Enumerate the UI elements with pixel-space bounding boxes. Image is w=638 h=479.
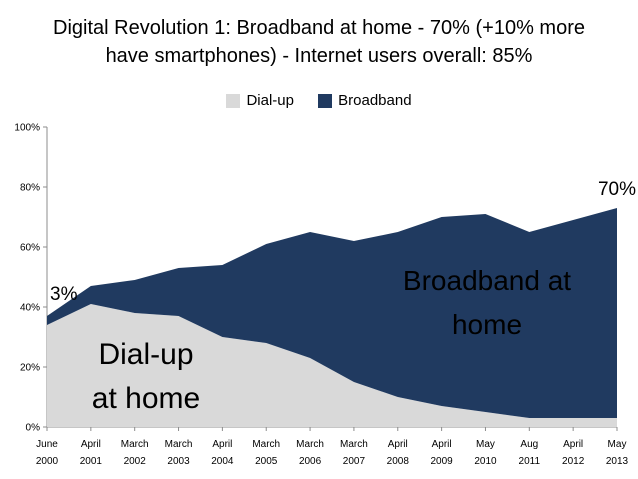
x-tick-label-month: May (476, 439, 495, 450)
series-area-dialup (47, 304, 617, 427)
y-tick-label: 20% (20, 363, 40, 374)
legend-swatch-broadband (318, 93, 333, 108)
x-tick-label-year: 2001 (80, 456, 103, 467)
chart-title: Digital Revolution 1: Broadband at home … (0, 14, 638, 70)
x-tick-label-month: March (296, 439, 324, 450)
annotation-end-broadband: 70% (598, 179, 636, 200)
legend-label-dialup: Dial-up (246, 92, 294, 109)
x-tick-label-year: 2009 (430, 456, 453, 467)
x-tick-label-month: April (563, 439, 583, 450)
x-tick-label-month: April (432, 439, 452, 450)
y-tick-label: 80% (20, 183, 40, 194)
legend-swatch-dialup (226, 93, 241, 108)
x-tick-label-year: 2008 (387, 456, 410, 467)
x-tick-label-month: May (608, 439, 627, 450)
y-tick-label: 60% (20, 243, 40, 254)
x-tick-label-month: June (36, 439, 58, 450)
y-tick-label: 40% (20, 303, 40, 314)
chart-legend: Dial-up Broadband (0, 92, 638, 112)
x-tick-label-month: Aug (520, 439, 538, 450)
x-tick-label-year: 2004 (211, 456, 234, 467)
y-tick-label: 0% (26, 423, 41, 434)
legend-item-broadband: Broadband (318, 92, 412, 109)
x-tick-label-month: March (121, 439, 149, 450)
x-tick-label-month: March (165, 439, 193, 450)
annotation-broadband-line1: Broadband at (403, 265, 571, 296)
x-tick-label-year: 2010 (474, 456, 497, 467)
x-tick-label-month: April (388, 439, 408, 450)
x-tick-label-year: 2006 (299, 456, 322, 467)
x-tick-label-month: April (81, 439, 101, 450)
chart-title-line1: Digital Revolution 1: Broadband at home … (53, 17, 585, 39)
annotation-start-broadband: 3% (50, 284, 78, 305)
x-tick-label-month: April (212, 439, 232, 450)
x-tick-label-year: 2000 (36, 456, 59, 467)
x-tick-label-year: 2005 (255, 456, 278, 467)
x-tick-label-month: March (252, 439, 280, 450)
annotation-dialup-line2: at home (92, 382, 200, 415)
annotation-broadband-line2: home (452, 309, 522, 340)
y-tick-label: 100% (14, 123, 40, 134)
annotation-dialup-line1: Dial-up (98, 338, 193, 371)
series-area-broadband (47, 208, 617, 418)
x-tick-label-year: 2007 (343, 456, 366, 467)
x-tick-label-year: 2012 (562, 456, 585, 467)
x-tick-label-year: 2011 (519, 456, 541, 467)
x-tick-label-year: 2002 (124, 456, 147, 467)
x-tick-label-year: 2003 (167, 456, 190, 467)
legend-item-dialup: Dial-up (226, 92, 294, 109)
x-tick-label-year: 2013 (606, 456, 629, 467)
legend-label-broadband: Broadband (338, 92, 412, 109)
x-tick-label-month: March (340, 439, 368, 450)
chart-title-line2: have smartphones) - Internet users overa… (105, 45, 533, 67)
